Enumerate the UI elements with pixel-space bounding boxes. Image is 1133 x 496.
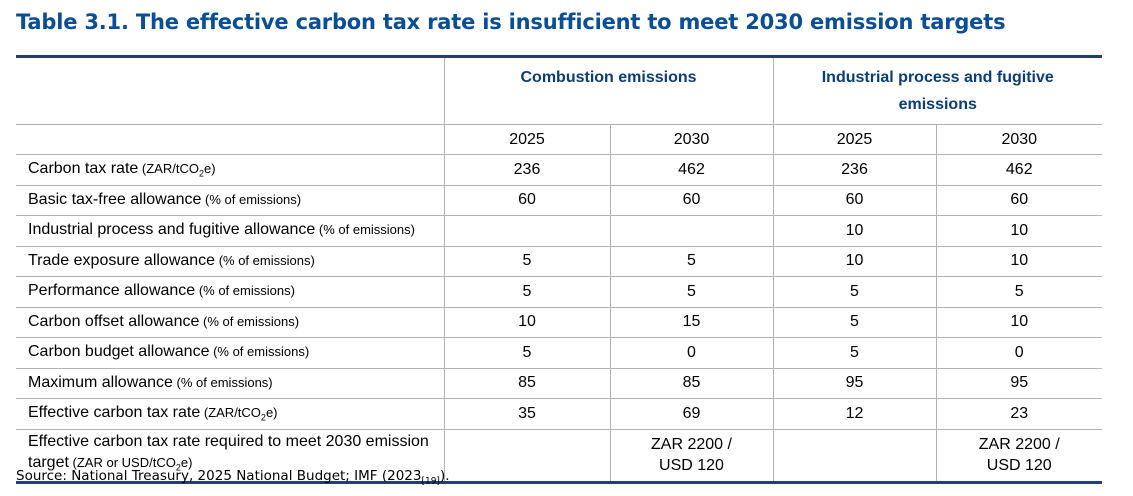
carbon-tax-table: Combustion emissions Industrial process … bbox=[16, 55, 1102, 484]
table-cell bbox=[772, 429, 936, 484]
table-cell: 5 bbox=[935, 276, 1102, 308]
table-cell: 10 bbox=[772, 246, 936, 277]
header-empty-cell bbox=[16, 55, 444, 125]
table-cell: 5 bbox=[772, 337, 936, 369]
table-cell: 5 bbox=[443, 276, 610, 308]
row-label: Carbon budget allowance (% of emissions) bbox=[16, 337, 444, 369]
row-label: Effective carbon tax rate required to me… bbox=[16, 429, 444, 484]
table-row: Trade exposure allowance (% of emissions… bbox=[16, 246, 1102, 277]
table-cell: 462 bbox=[609, 154, 773, 186]
row-unit: (ZAR or USD/tCO2e) bbox=[68, 455, 193, 473]
row-unit: (% of emissions) bbox=[209, 344, 310, 360]
table-cell: 85 bbox=[443, 368, 610, 399]
row-unit: (% of emissions) bbox=[172, 374, 273, 390]
table-cell: 0 bbox=[935, 337, 1102, 369]
table-cell: 12 bbox=[772, 398, 936, 430]
row-unit: (ZAR/tCO2e) bbox=[138, 161, 216, 180]
row-unit: (% of emissions) bbox=[201, 191, 302, 207]
table-cell: 10 bbox=[935, 307, 1102, 338]
table-cell: 5 bbox=[443, 246, 610, 277]
group-header-combustion: Combustion emissions bbox=[443, 55, 773, 125]
table-cell: 5 bbox=[443, 337, 610, 369]
row-unit: (ZAR/tCO2e) bbox=[200, 405, 278, 424]
row-label-text: Effective carbon tax rate bbox=[28, 404, 201, 422]
row-unit: (% of emissions) bbox=[215, 252, 315, 268]
table-cell: 60 bbox=[443, 185, 610, 216]
row-label: Performance allowance (% of emissions) bbox=[16, 276, 444, 308]
table-row: Industrial process and fugitive allowanc… bbox=[16, 215, 1102, 247]
table-cell: 5 bbox=[609, 246, 773, 277]
table-cell: 60 bbox=[772, 185, 936, 216]
table-cell bbox=[609, 215, 773, 247]
row-label-text: Carbon offset allowance bbox=[28, 312, 200, 330]
table-cell: 95 bbox=[935, 368, 1102, 399]
table-cell bbox=[443, 429, 610, 484]
table-cell: 15 bbox=[609, 307, 773, 338]
table-title: Table 3.1. The effective carbon tax rate… bbox=[16, 10, 1006, 34]
row-unit: (% of emissions) bbox=[195, 283, 295, 299]
row-label: Carbon tax rate (ZAR/tCO2e) bbox=[16, 154, 444, 186]
row-label: Maximum allowance (% of emissions) bbox=[16, 368, 444, 399]
row-label: Carbon offset allowance (% of emissions) bbox=[16, 307, 444, 338]
table-body: Carbon tax rate (ZAR/tCO2e) 236 462 236 462 B… bbox=[16, 154, 1102, 484]
table-cell: 5 bbox=[772, 276, 936, 308]
table-cell: 23 bbox=[935, 398, 1102, 430]
row-label-text: Industrial process and fugitive allowanc… bbox=[28, 221, 316, 239]
table-cell: 462 bbox=[935, 154, 1102, 186]
carbon-tax-table-container: Combustion emissions Industrial process … bbox=[16, 55, 1102, 484]
year-header: 2025 bbox=[772, 124, 936, 155]
table-cell: ZAR 2200 /USD 120 bbox=[609, 429, 773, 484]
table-cell: 60 bbox=[935, 185, 1102, 216]
table-row: Basic tax-free allowance (% of emissions… bbox=[16, 185, 1102, 216]
table-row: Effective carbon tax rate (ZAR/tCO2e) 35 6… bbox=[16, 398, 1102, 430]
year-header: 2025 bbox=[443, 124, 610, 155]
table-cell: 60 bbox=[609, 185, 773, 216]
table-cell: 10 bbox=[935, 215, 1102, 247]
table-cell: 5 bbox=[772, 307, 936, 338]
table-row: Performance allowance (% of emissions) 5 5… bbox=[16, 276, 1102, 308]
reference-marker: [19] bbox=[421, 476, 440, 487]
table-cell: 10 bbox=[935, 246, 1102, 277]
table-cell: 10 bbox=[772, 215, 936, 247]
row-label-text: Carbon tax rate bbox=[28, 160, 139, 178]
table-cell bbox=[443, 215, 610, 247]
table-cell: 10 bbox=[443, 307, 610, 338]
row-label-text: Maximum allowance bbox=[28, 373, 173, 391]
table-cell: ZAR 2200 /USD 120 bbox=[935, 429, 1102, 484]
table-cell: 236 bbox=[772, 154, 936, 186]
row-label-text: Basic tax-free allowance bbox=[28, 190, 202, 208]
row-label-text: Performance allowance bbox=[28, 282, 196, 300]
row-unit: (% of emissions) bbox=[315, 222, 415, 238]
table-cell: 69 bbox=[609, 398, 773, 430]
table-cell: 85 bbox=[609, 368, 773, 399]
group-header-industrial: Industrial process and fugitive emission… bbox=[772, 55, 1102, 125]
year-header: 2030 bbox=[609, 124, 773, 155]
table-cell: 95 bbox=[772, 368, 936, 399]
table-cell: 35 bbox=[443, 398, 610, 430]
row-label: Trade exposure allowance (% of emissions… bbox=[16, 246, 444, 277]
row-label: Basic tax-free allowance (% of emissions… bbox=[16, 185, 444, 216]
table-row: Carbon offset allowance (% of emissions)… bbox=[16, 307, 1102, 338]
table-cell: 236 bbox=[443, 154, 610, 186]
table-cell: 0 bbox=[609, 337, 773, 369]
row-label: Effective carbon tax rate (ZAR/tCO2e) bbox=[16, 398, 444, 430]
row-label: Industrial process and fugitive allowanc… bbox=[16, 215, 444, 247]
table-row: Carbon tax rate (ZAR/tCO2e) 236 462 236 462 bbox=[16, 154, 1102, 186]
row-label-text: Trade exposure allowance bbox=[28, 251, 216, 269]
row-label-text: Carbon budget allowance bbox=[28, 343, 210, 361]
table-cell: 5 bbox=[609, 276, 773, 308]
year-header: 2030 bbox=[935, 124, 1102, 155]
table-row-required-rate: Effective carbon tax rate required to me… bbox=[16, 429, 1102, 484]
row-label-text: Effective carbon tax rate required to me… bbox=[28, 433, 429, 472]
row-unit: (% of emissions) bbox=[199, 313, 300, 329]
source-note: Source: National Treasury, 2025 National… bbox=[16, 468, 450, 487]
year-header-empty bbox=[16, 124, 444, 155]
table-row: Carbon budget allowance (% of emissions)… bbox=[16, 337, 1102, 369]
table-row: Maximum allowance (% of emissions) 85 85 95… bbox=[16, 368, 1102, 399]
